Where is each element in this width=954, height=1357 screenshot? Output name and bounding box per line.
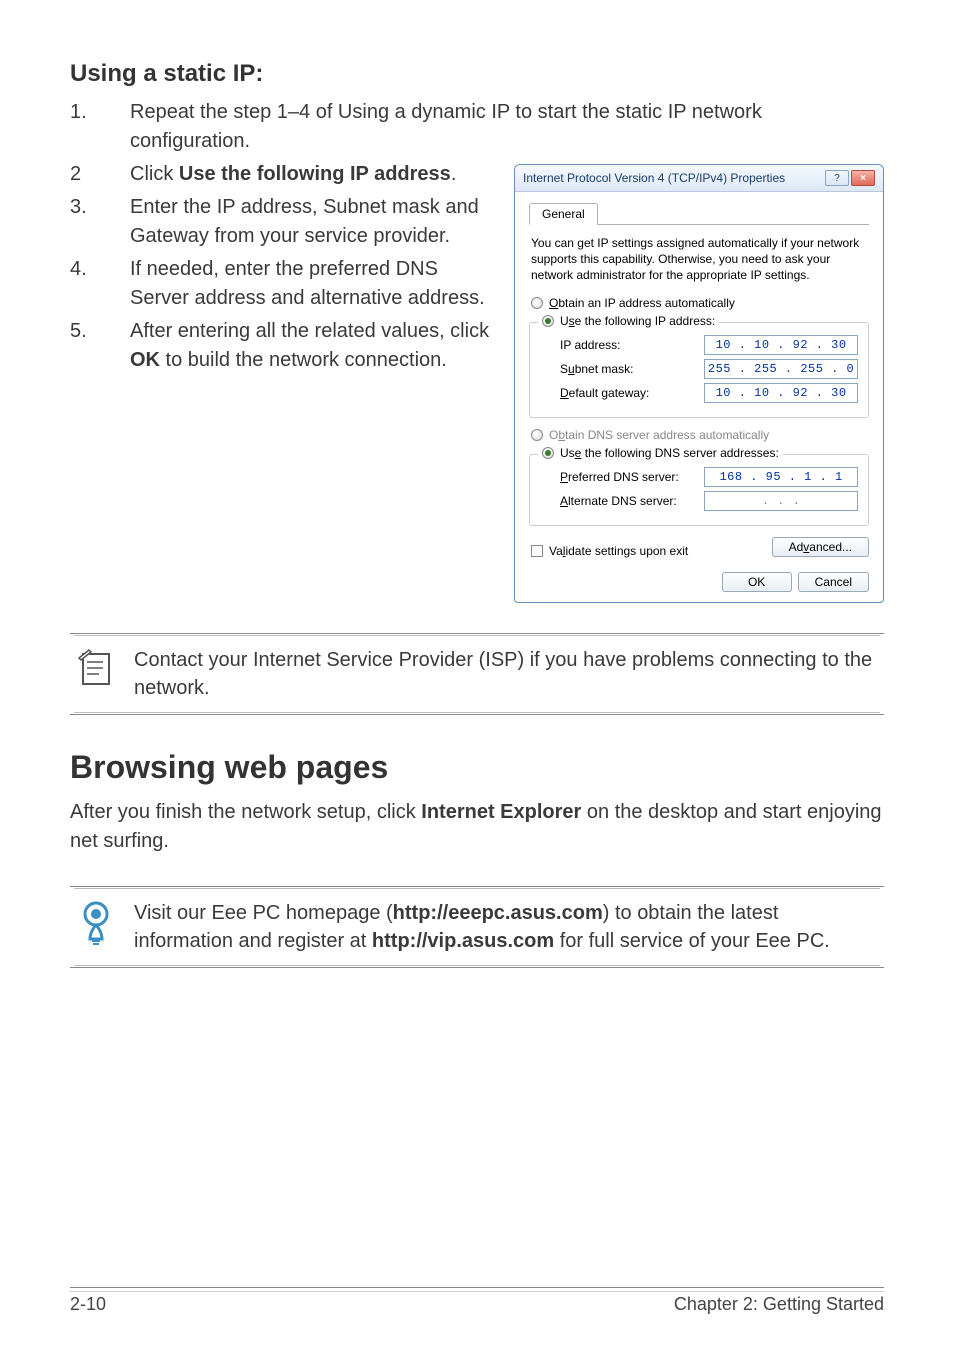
step-num: 1. [70,98,130,156]
field-alt-dns: Alternate DNS server: . . . [560,491,858,511]
step-num: 4. [70,255,130,313]
radio-label: Obtain an IP address automatically [549,296,735,310]
close-button[interactable]: × [851,170,875,186]
step-1: 1. Repeat the step 1–4 of Using a dynami… [70,98,884,156]
browsing-paragraph: After you finish the network setup, clic… [70,798,884,856]
step-text: Repeat the step 1–4 of Using a dynamic I… [130,98,884,156]
field-label: Alternate DNS server: [560,494,704,508]
tab-strip: General [529,202,869,225]
tip-icon [74,899,118,955]
radio-dns-auto[interactable]: Obtain DNS server address automatically [531,428,869,442]
step-4: 4. If needed, enter the preferred DNS Se… [70,255,494,313]
field-label: Subnet mask: [560,362,704,376]
advanced-button[interactable]: Advanced... [772,537,869,557]
gateway-input[interactable]: 10 . 10 . 92 . 30 [704,383,858,403]
note-homepage: Visit our Eee PC homepage (http://eeepc.… [70,886,884,968]
cancel-button[interactable]: Cancel [798,572,869,592]
field-label: Default gateway: [560,386,704,400]
radio-ip-auto[interactable]: Obtain an IP address automatically [531,296,869,310]
step-5: 5. After entering all the related values… [70,317,494,375]
field-gateway: Default gateway: 10 . 10 . 92 . 30 [560,383,858,403]
step-num: 5. [70,317,130,375]
field-ip: IP address: 10 . 10 . 92 . 30 [560,335,858,355]
step-text: Click Use the following IP address. [130,160,494,189]
dialog-title: Internet Protocol Version 4 (TCP/IPv4) P… [523,171,785,185]
radio-icon [542,315,554,327]
ipv4-properties-dialog: Internet Protocol Version 4 (TCP/IPv4) P… [514,164,884,603]
checkbox-icon [531,545,543,557]
step-text: If needed, enter the preferred DNS Serve… [130,255,494,313]
field-subnet: Subnet mask: 255 . 255 . 255 . 0 [560,359,858,379]
section-heading-static-ip: Using a static IP: [70,60,884,88]
note-text: Visit our Eee PC homepage (http://eeepc.… [134,899,874,955]
dialog-description: You can get IP settings assigned automat… [531,235,867,284]
chapter-label: Chapter 2: Getting Started [674,1294,884,1315]
note-isp: Contact your Internet Service Provider (… [70,633,884,715]
radio-icon [531,297,543,309]
radio-ip-manual[interactable]: Use the following IP address: [560,314,715,328]
radio-dns-manual[interactable]: Use the following DNS server addresses: [560,446,779,460]
radio-icon [542,447,554,459]
ip-address-input[interactable]: 10 . 10 . 92 . 30 [704,335,858,355]
help-button[interactable]: ? [825,170,849,186]
radio-label: Obtain DNS server address automatically [549,428,769,442]
page-footer: 2-10 Chapter 2: Getting Started [70,1287,884,1315]
notepad-icon [74,646,118,702]
preferred-dns-input[interactable]: 168 . 95 . 1 . 1 [704,467,858,487]
ok-button[interactable]: OK [722,572,792,592]
radio-icon [531,429,543,441]
page-number: 2-10 [70,1294,106,1315]
dialog-titlebar: Internet Protocol Version 4 (TCP/IPv4) P… [515,165,883,192]
dns-fieldset: Use the following DNS server addresses: … [529,454,869,526]
step-text: Enter the IP address, Subnet mask and Ga… [130,193,494,251]
field-label: IP address: [560,338,704,352]
note-text: Contact your Internet Service Provider (… [134,646,874,702]
ip-fieldset: Use the following IP address: IP address… [529,322,869,418]
section-heading-browsing: Browsing web pages [70,749,884,786]
alternate-dns-input[interactable]: . . . [704,491,858,511]
step-2: 2 Click Use the following IP address. [70,160,494,189]
validate-checkbox-row[interactable]: Validate settings upon exit [531,544,688,558]
field-label: Preferred DNS server: [560,470,704,484]
step-num: 2 [70,160,130,189]
checkbox-label: Validate settings upon exit [549,544,688,558]
step-text: After entering all the related values, c… [130,317,494,375]
subnet-mask-input[interactable]: 255 . 255 . 255 . 0 [704,359,858,379]
step-num: 3. [70,193,130,251]
step-3: 3. Enter the IP address, Subnet mask and… [70,193,494,251]
tab-general[interactable]: General [529,203,598,225]
field-pref-dns: Preferred DNS server: 168 . 95 . 1 . 1 [560,467,858,487]
